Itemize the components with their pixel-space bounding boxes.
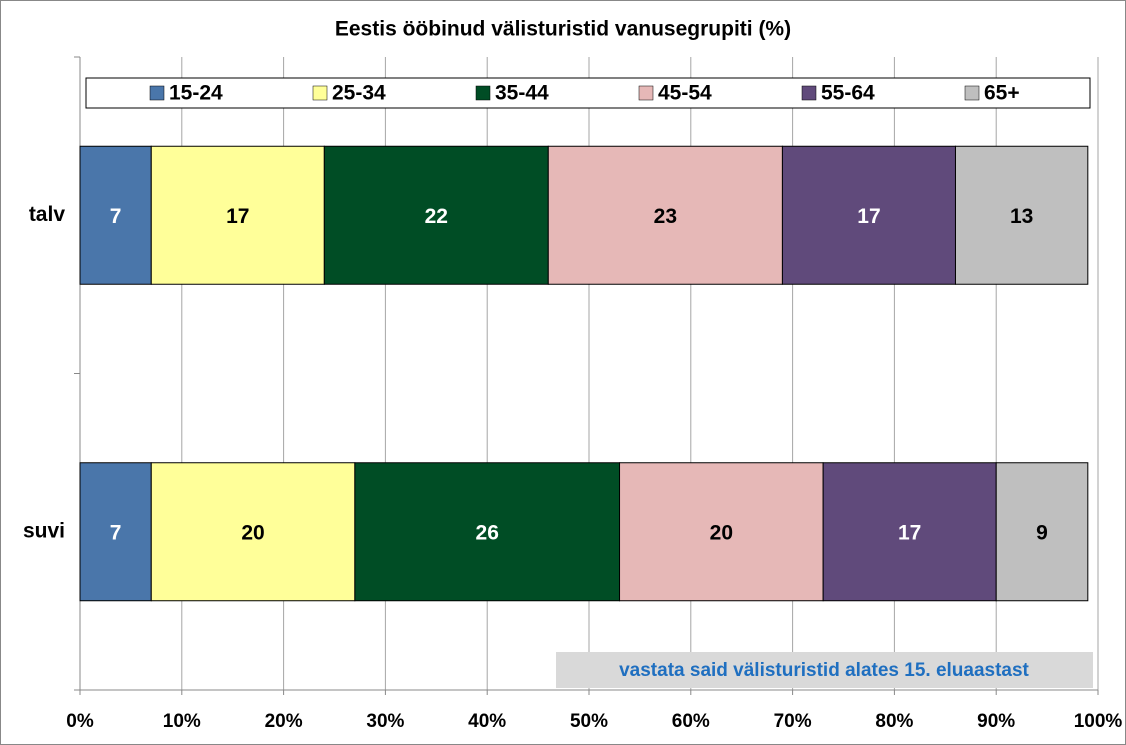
legend-label: 35-44 xyxy=(495,82,549,105)
chart-title: Eestis ööbinud välisturistid vanusegrupi… xyxy=(335,18,791,41)
bar-segment xyxy=(79,145,152,285)
data-label: 17 xyxy=(857,205,880,228)
x-tick-label: 100% xyxy=(1074,711,1123,732)
annotation: vastata said välisturistid alates 15. el… xyxy=(619,660,1029,681)
y-tick-label: suvi xyxy=(23,519,65,542)
legend-swatch xyxy=(475,85,491,101)
y-tick-label: talv xyxy=(29,203,66,226)
legend-label: 25-34 xyxy=(332,82,386,105)
bar-segment xyxy=(547,145,783,285)
legend-swatch xyxy=(149,85,165,101)
x-tick-label: 0% xyxy=(66,711,94,732)
x-tick-label: 80% xyxy=(875,711,913,732)
legend-label: 15-24 xyxy=(169,82,223,105)
legend-swatch xyxy=(312,85,328,101)
x-tick-label: 10% xyxy=(163,711,201,732)
legend-label: 65+ xyxy=(984,82,1020,105)
legend-label: 45-54 xyxy=(658,82,712,105)
data-label: 17 xyxy=(226,205,249,228)
data-label: 20 xyxy=(241,521,264,544)
bar-segment xyxy=(354,462,621,602)
data-label: 9 xyxy=(1036,521,1048,544)
x-tick-label: 30% xyxy=(366,711,404,732)
bar-segment xyxy=(822,462,997,602)
annotation-box xyxy=(556,652,1093,688)
x-tick-label: 90% xyxy=(977,711,1015,732)
data-label: 26 xyxy=(476,521,499,544)
data-label: 20 xyxy=(710,521,733,544)
bar-segment xyxy=(150,145,325,285)
legend-box xyxy=(85,77,1091,109)
bar-segment xyxy=(79,462,152,602)
x-tick-label: 70% xyxy=(774,711,812,732)
data-label: 13 xyxy=(1010,205,1033,228)
bar-segment xyxy=(323,145,549,285)
bar-segment xyxy=(150,462,356,602)
data-label: 22 xyxy=(425,205,448,228)
x-tick-label: 20% xyxy=(265,711,303,732)
data-label: 17 xyxy=(898,521,921,544)
legend-swatch xyxy=(964,85,980,101)
data-label: 7 xyxy=(110,205,122,228)
legend-swatch xyxy=(801,85,817,101)
legend-label: 55-64 xyxy=(821,82,875,105)
x-tick-label: 50% xyxy=(570,711,608,732)
bar-segment xyxy=(619,462,824,602)
data-label: 7 xyxy=(110,521,122,544)
x-tick-label: 60% xyxy=(672,711,710,732)
x-tick-label: 40% xyxy=(468,711,506,732)
bar-segment xyxy=(995,462,1089,602)
legend-swatch xyxy=(638,85,654,101)
bar-segment xyxy=(954,145,1089,285)
data-label: 23 xyxy=(654,205,677,228)
